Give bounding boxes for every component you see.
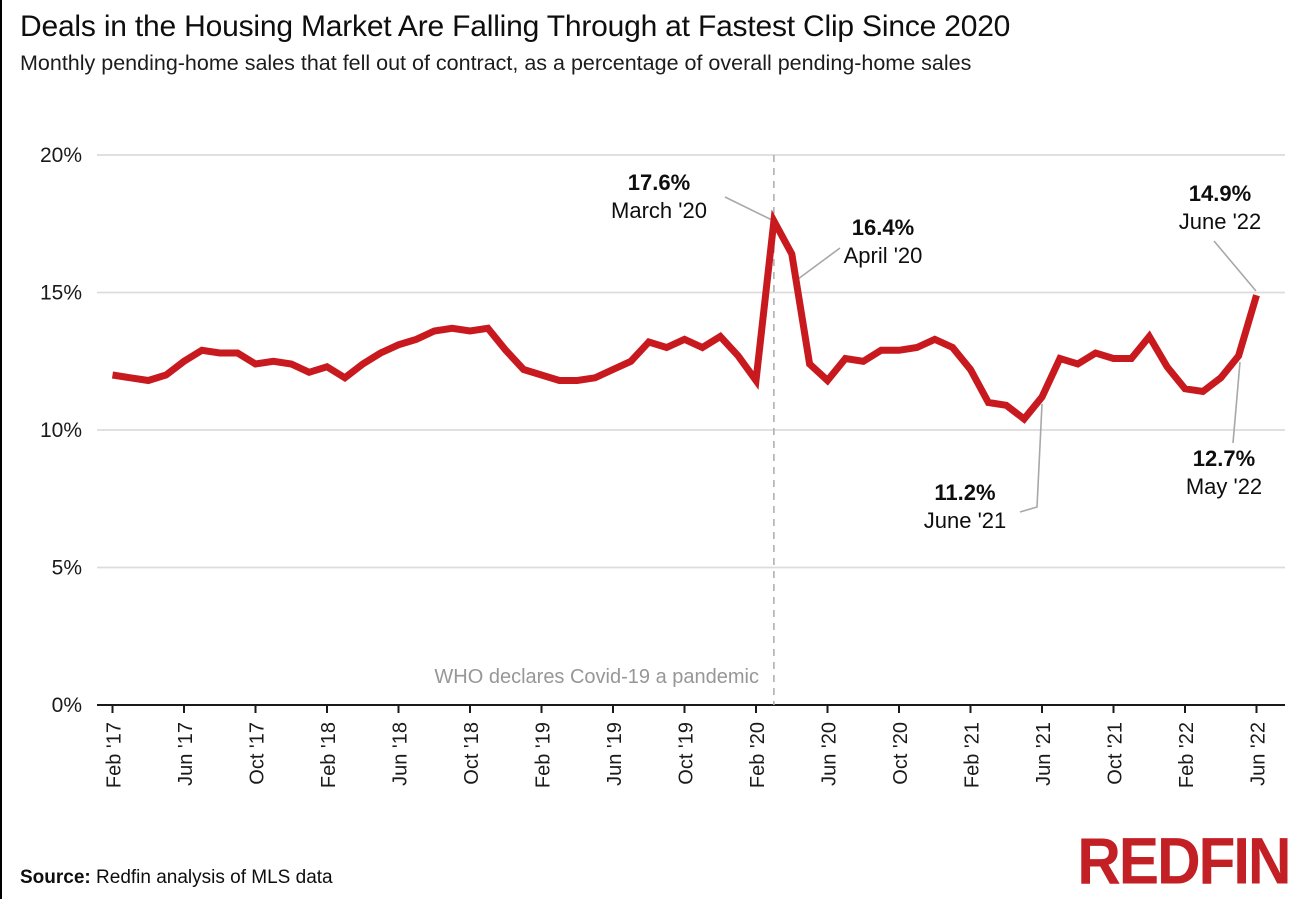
y-axis-label: 0% <box>52 694 82 717</box>
data-annotation: 17.6% March '20 <box>611 169 707 225</box>
data-annotation: 14.9% June '22 <box>1179 180 1262 236</box>
data-annotation: 16.4% April '20 <box>844 214 923 270</box>
data-annotation: 11.2% June '21 <box>924 479 1007 535</box>
annotation-callout-line <box>724 196 773 221</box>
x-axis-label: Oct '17 <box>247 722 269 785</box>
x-axis-label: Feb '21 <box>962 722 984 788</box>
y-axis-label: 15% <box>40 282 82 305</box>
x-axis-label: Feb '17 <box>104 722 126 788</box>
annotation-callout-line <box>1019 403 1043 513</box>
annotation-date: April '20 <box>843 243 923 268</box>
annotation-date: June '22 <box>1178 209 1262 234</box>
x-axis-label: Feb '22 <box>1176 722 1198 788</box>
x-axis-label: Jun '18 <box>390 722 412 786</box>
annotation-value: 16.4% <box>851 215 915 240</box>
annotation-callout-line <box>793 247 841 283</box>
annotation-value: 12.7% <box>1192 446 1256 471</box>
x-axis-label: Jun '22 <box>1248 722 1270 786</box>
x-axis-label: Jun '20 <box>819 722 841 786</box>
chart-subtitle: Monthly pending-home sales that fell out… <box>20 51 972 75</box>
data-annotation: 12.7% May '22 <box>1186 445 1262 501</box>
x-axis-label: Jun '21 <box>1033 722 1055 786</box>
annotation-callout-line <box>1232 361 1241 444</box>
y-axis-label: 10% <box>40 419 82 442</box>
event-annotation-label: WHO declares Covid-19 a pandemic <box>434 666 759 688</box>
chart-header: Deals in the Housing Market Are Falling … <box>20 10 1280 76</box>
x-axis-label: Feb '20 <box>747 722 769 788</box>
source-label: Source: <box>20 867 91 888</box>
annotation-callout-line <box>1213 240 1257 292</box>
x-axis-label: Jun '17 <box>175 722 197 786</box>
annotation-date: March '20 <box>611 198 707 223</box>
annotation-date: June '21 <box>923 508 1007 533</box>
source-text: Redfin analysis of MLS data <box>90 867 333 888</box>
annotation-value: 14.9% <box>1188 181 1252 206</box>
y-axis-label: 20% <box>40 144 82 167</box>
x-axis-label: Jun '19 <box>604 722 626 786</box>
y-axis-label: 5% <box>52 557 82 580</box>
annotation-value: 17.6% <box>627 170 691 195</box>
annotation-value: 11.2% <box>934 480 996 505</box>
x-axis-label: Oct '21 <box>1105 722 1127 785</box>
x-axis-label: Oct '20 <box>890 722 912 785</box>
series-line <box>111 209 1260 424</box>
x-axis-label: Oct '18 <box>461 722 483 785</box>
x-axis-label: Feb '18 <box>318 722 340 788</box>
annotation-date: May '22 <box>1185 474 1263 499</box>
chart-title: Deals in the Housing Market Are Falling … <box>20 10 1011 43</box>
redfin-logo: REDFIN <box>1076 823 1291 898</box>
x-axis-label: Oct '19 <box>676 722 698 785</box>
x-axis-label: Feb '19 <box>533 722 555 788</box>
source-note: Source: Redfin analysis of MLS data <box>20 867 333 889</box>
